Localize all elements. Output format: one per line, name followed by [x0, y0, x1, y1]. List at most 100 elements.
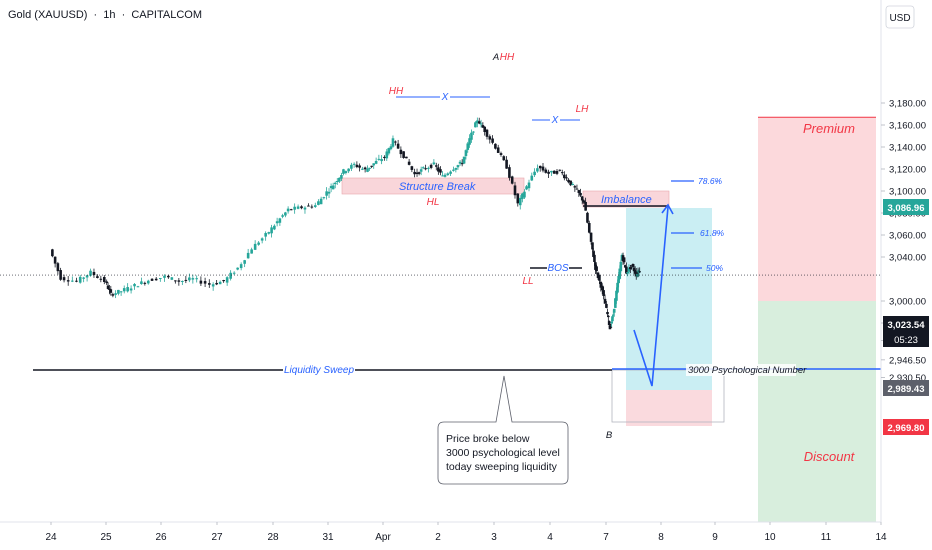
candle-body: [246, 252, 250, 259]
candle-body: [558, 169, 562, 171]
candle-body: [449, 171, 452, 174]
candle-body: [470, 132, 473, 140]
candle-body: [257, 242, 260, 245]
candle-body: [303, 207, 307, 210]
candle-body: [399, 149, 403, 155]
discount-label: Discount: [804, 449, 856, 464]
candle-body: [491, 138, 494, 143]
x-tick-label: 10: [764, 532, 776, 543]
premium-label: Premium: [803, 121, 855, 136]
structure-break-label: Structure Break: [399, 181, 476, 193]
candle-body: [53, 256, 57, 264]
candle-body: [441, 175, 444, 177]
price-tag-last-bg: [883, 316, 929, 347]
candle-body: [340, 175, 343, 179]
candle-body: [368, 167, 371, 169]
candle-body: [596, 272, 600, 278]
candle-body: [592, 251, 595, 257]
candle-body: [615, 290, 618, 301]
candle-body: [516, 193, 520, 204]
candle-body: [117, 289, 120, 294]
candle-body: [270, 227, 273, 234]
x-label-2: X: [551, 115, 559, 126]
candle-body: [502, 156, 506, 161]
candle-body: [415, 172, 419, 174]
y-tick-label: 3,160.00: [889, 121, 926, 132]
chart-title: Gold (XAUUSD) · 1h · CAPITALCOM: [8, 9, 205, 21]
y-tick-label: 3,060.00: [889, 231, 926, 242]
candle-body: [458, 161, 462, 164]
price-countdown: 05:23: [894, 335, 918, 346]
candle-body: [300, 206, 303, 209]
hh-label-2: HH: [500, 52, 515, 63]
candle-body: [333, 182, 337, 185]
candle-body: [612, 308, 616, 313]
symbol-name: Gold (XAUUSD): [8, 9, 88, 21]
candle-body: [454, 168, 458, 170]
candle-body: [567, 179, 570, 183]
candle-body: [496, 147, 500, 153]
currency-box: [885, 5, 915, 29]
candle-body: [611, 314, 615, 316]
candle-body: [544, 169, 548, 173]
candle-body: [215, 282, 218, 285]
candle-body: [250, 249, 253, 254]
candle-body: [229, 272, 232, 279]
candle-body: [477, 121, 481, 124]
candle-body: [385, 151, 389, 159]
candle-body: [387, 148, 391, 154]
candle-body: [218, 281, 222, 285]
candle-body: [589, 232, 593, 242]
candle-body: [618, 268, 622, 279]
candle-body: [154, 278, 158, 281]
candle-body: [405, 156, 408, 159]
candle-body: [541, 166, 545, 171]
x-tick-label: 24: [45, 532, 57, 543]
candle-body: [402, 151, 405, 158]
point-a-label: A: [492, 52, 499, 63]
range-box: [611, 369, 725, 423]
candle-body: [599, 281, 603, 288]
candle-body: [518, 197, 522, 206]
candle-body: [307, 205, 310, 207]
candle-body: [253, 243, 257, 250]
x-tick-label: 14: [875, 532, 887, 543]
candle-body: [513, 185, 517, 196]
candle-body: [195, 278, 198, 280]
candle-body: [629, 267, 632, 270]
candle-body: [536, 168, 539, 172]
x-tick-label: Apr: [375, 532, 391, 543]
candle-body: [609, 326, 613, 328]
bos-label-bg: [547, 262, 569, 274]
candle-body: [488, 136, 492, 140]
candle-body: [310, 206, 314, 208]
candle-body: [625, 266, 628, 274]
psychological-label: 3000 Psychological Number: [688, 365, 807, 376]
candle-body: [527, 182, 531, 189]
candle-body: [167, 275, 170, 278]
candle-body: [533, 171, 536, 176]
candle-body: [563, 174, 566, 179]
candle-body: [317, 201, 320, 205]
candle-body: [383, 156, 386, 158]
candle-body: [146, 280, 150, 284]
candle-body: [327, 191, 331, 194]
y-tick-label: 2,946.50: [889, 355, 926, 366]
candle-body: [150, 278, 154, 281]
candle-body: [510, 176, 514, 184]
candle-body: [611, 316, 614, 322]
candle-body: [468, 138, 471, 145]
broker-label: CAPITALCOM: [131, 9, 203, 21]
candle-body: [394, 141, 397, 143]
structure-break-box: [341, 177, 525, 195]
price-axis-bg: [881, 0, 932, 550]
x-tick-label: 26: [155, 532, 167, 543]
discount-zone: [758, 301, 876, 522]
candle-body: [638, 271, 641, 273]
candle-body: [342, 169, 345, 174]
candle-body: [530, 175, 534, 181]
time-axis-bg: [0, 522, 932, 550]
x-tick-label: 7: [603, 532, 609, 543]
candle-body: [350, 164, 353, 169]
